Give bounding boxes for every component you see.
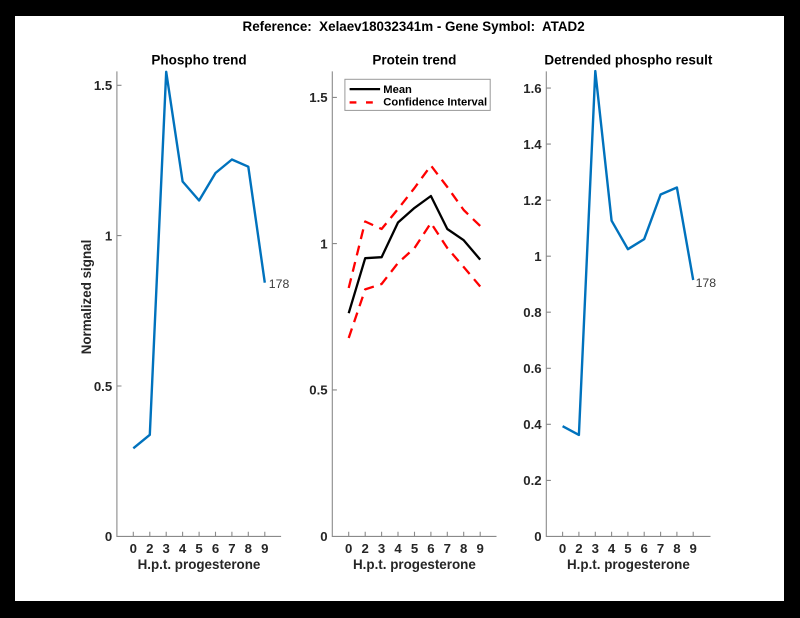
svg-text:5: 5 — [624, 541, 631, 556]
svg-text:1.4: 1.4 — [523, 137, 542, 152]
svg-text:2: 2 — [362, 541, 369, 556]
svg-text:1.2: 1.2 — [523, 193, 541, 208]
svg-text:0.8: 0.8 — [523, 305, 541, 320]
svg-text:6: 6 — [427, 541, 434, 556]
svg-text:Mean: Mean — [383, 84, 412, 96]
svg-text:Protein trend: Protein trend — [372, 53, 456, 68]
svg-text:Phospho trend: Phospho trend — [151, 53, 246, 68]
svg-text:0: 0 — [559, 541, 566, 556]
svg-text:0: 0 — [345, 541, 352, 556]
svg-text:8: 8 — [245, 541, 252, 556]
svg-text:H.p.t. progesterone: H.p.t. progesterone — [567, 557, 690, 572]
svg-text:2: 2 — [146, 541, 153, 556]
svg-text:H.p.t. progesterone: H.p.t. progesterone — [353, 557, 476, 572]
svg-text:5: 5 — [195, 541, 202, 556]
svg-text:1.5: 1.5 — [94, 78, 112, 93]
svg-text:0.5: 0.5 — [309, 383, 327, 398]
svg-text:Detrended phospho result: Detrended phospho result — [544, 53, 713, 68]
svg-text:1.5: 1.5 — [309, 90, 327, 105]
svg-text:4: 4 — [394, 541, 402, 556]
svg-text:1: 1 — [320, 236, 327, 251]
svg-text:0.5: 0.5 — [94, 379, 112, 394]
svg-text:0: 0 — [105, 529, 112, 544]
svg-text:2: 2 — [575, 541, 582, 556]
svg-text:Reference: Xelaev18032341m -: Reference: Xelaev18032341m - Gene Symbol… — [243, 19, 585, 34]
svg-text:9: 9 — [261, 541, 268, 556]
svg-text:8: 8 — [673, 541, 680, 556]
svg-text:Confidence Interval: Confidence Interval — [383, 97, 487, 109]
svg-text:0.4: 0.4 — [523, 417, 542, 432]
svg-text:0: 0 — [534, 529, 541, 544]
svg-text:5: 5 — [411, 541, 418, 556]
svg-text:0.2: 0.2 — [523, 473, 541, 488]
svg-text:178: 178 — [269, 277, 290, 291]
svg-text:H.p.t. progesterone: H.p.t. progesterone — [138, 557, 261, 572]
svg-text:3: 3 — [592, 541, 599, 556]
svg-text:3: 3 — [378, 541, 385, 556]
svg-text:9: 9 — [690, 541, 697, 556]
svg-text:4: 4 — [179, 541, 187, 556]
svg-text:1: 1 — [534, 249, 541, 264]
svg-text:0: 0 — [130, 541, 137, 556]
svg-text:6: 6 — [641, 541, 648, 556]
svg-text:Normalized signal: Normalized signal — [79, 240, 94, 355]
svg-text:7: 7 — [444, 541, 451, 556]
svg-text:1.6: 1.6 — [523, 81, 541, 96]
svg-text:4: 4 — [608, 541, 616, 556]
svg-text:9: 9 — [477, 541, 484, 556]
svg-text:7: 7 — [228, 541, 235, 556]
svg-text:3: 3 — [163, 541, 170, 556]
svg-text:0.6: 0.6 — [523, 361, 541, 376]
svg-text:178: 178 — [696, 276, 717, 290]
svg-text:7: 7 — [657, 541, 664, 556]
svg-text:6: 6 — [212, 541, 219, 556]
svg-text:8: 8 — [460, 541, 467, 556]
svg-text:0: 0 — [320, 529, 327, 544]
svg-text:1: 1 — [105, 228, 112, 243]
